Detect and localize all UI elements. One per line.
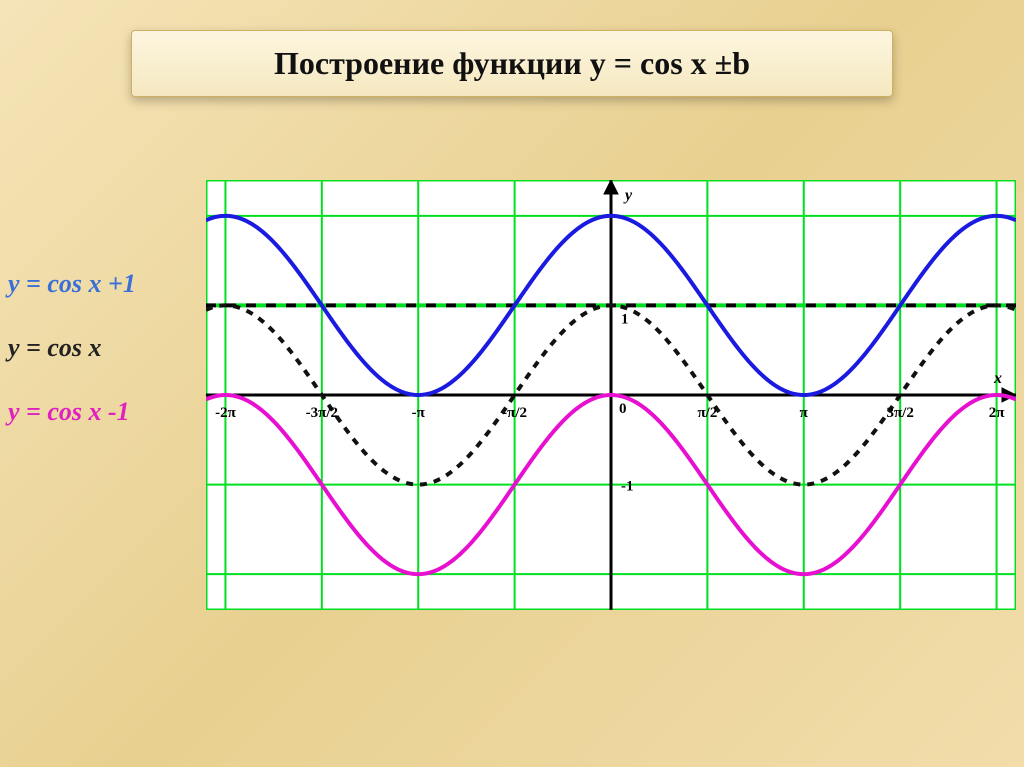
svg-text:x: x (993, 370, 1002, 387)
legend-item-cos-minus-1: y = cos x -1 (8, 397, 203, 427)
svg-text:π/2: π/2 (697, 405, 717, 421)
svg-text:π: π (800, 405, 809, 421)
legend-item-cos-plus-1: y = cos x +1 (8, 269, 203, 299)
chart: -2π -3π/2 -π -π/2 0 π/2 π 3π/2 2π 1 -1 y x (206, 180, 1016, 610)
svg-text:3π/2: 3π/2 (886, 405, 913, 421)
svg-text:-3π/2: -3π/2 (306, 405, 338, 421)
svg-text:-2π: -2π (215, 405, 236, 421)
content-area: y = cos x +1 y = cos x y = cos x -1 -2π-… (0, 180, 1024, 700)
svg-text:0: 0 (619, 401, 627, 417)
svg-text:-π: -π (412, 405, 426, 421)
svg-text:1: 1 (621, 311, 629, 327)
legend: y = cos x +1 y = cos x y = cos x -1 (8, 235, 203, 461)
svg-text:2π: 2π (989, 405, 1006, 421)
page-title: Построение функции y = cos x ±b (131, 30, 893, 97)
svg-text:-π/2: -π/2 (502, 405, 527, 421)
svg-text:y: y (623, 187, 633, 204)
svg-text:-1: -1 (621, 479, 634, 495)
legend-item-cos: y = cos x (8, 333, 203, 363)
